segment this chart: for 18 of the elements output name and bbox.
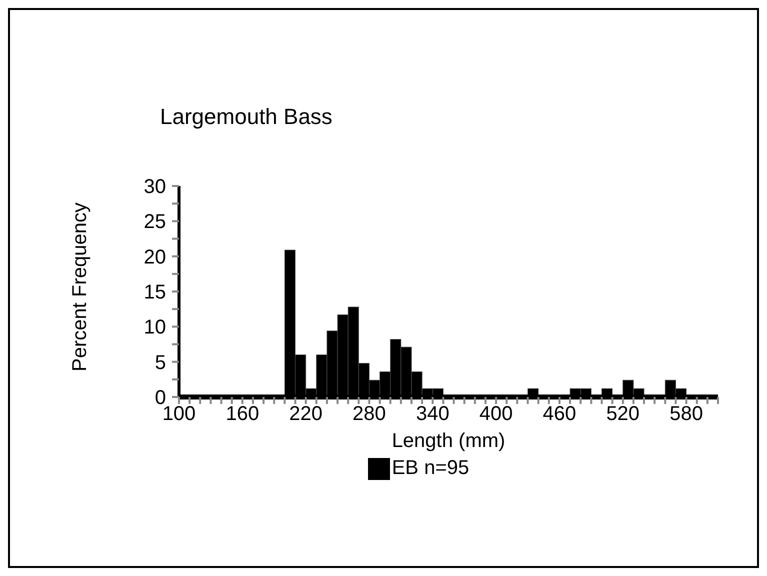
- y-tick-label: 25: [144, 211, 166, 234]
- x-tick-label: 160: [226, 403, 260, 426]
- y-axis-title: Percent Frequency: [69, 202, 92, 372]
- y-tick-label: 30: [144, 176, 166, 198]
- x-tick-label: 580: [670, 403, 703, 426]
- y-tick-label: 10: [144, 316, 166, 339]
- x-tick-label: 460: [542, 403, 576, 426]
- chart-title: Largemouth Bass: [160, 104, 332, 130]
- x-axis-title: Length (mm): [392, 430, 506, 452]
- x-tick-label: 520: [606, 403, 640, 426]
- x-tick-label: 340: [416, 403, 450, 426]
- x-tick-label: 400: [479, 403, 513, 426]
- x-tick-label: 220: [289, 403, 323, 426]
- y-tick-label: 15: [144, 282, 166, 304]
- y-tick-label: 20: [144, 246, 166, 268]
- x-tick-label: 280: [352, 403, 386, 426]
- legend-label: EB n=95: [392, 457, 470, 480]
- y-tick-label: 5: [154, 352, 166, 374]
